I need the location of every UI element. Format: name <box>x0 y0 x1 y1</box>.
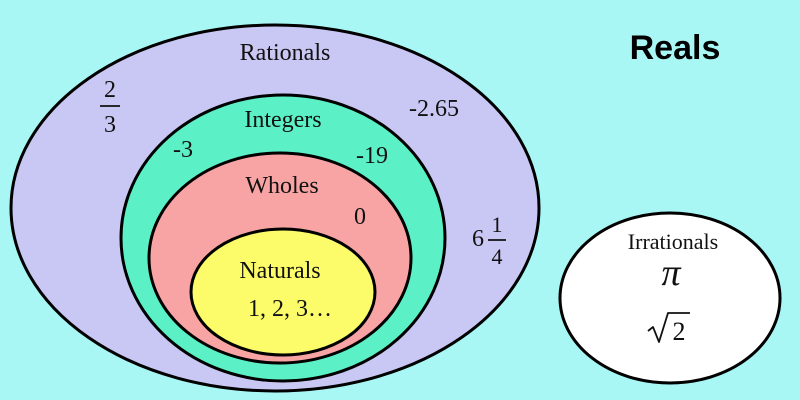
fraction-two-thirds: 2 3 <box>100 77 120 138</box>
mixed-whole: 6 <box>472 226 484 252</box>
radicand: 2 <box>673 317 686 346</box>
mixed-numerator: 1 <box>492 212 503 237</box>
irrationals-label: Irrationals <box>628 229 718 254</box>
mixed-denominator: 4 <box>492 244 503 269</box>
radical-sign <box>647 312 690 343</box>
integers-label: Integers <box>244 107 321 133</box>
wholes-label: Wholes <box>245 173 318 199</box>
whole-zero: 0 <box>354 204 366 230</box>
fraction-numerator: 2 <box>104 77 116 103</box>
rationals-label: Rationals <box>240 40 331 66</box>
naturals-examples: 1, 2, 3… <box>248 296 332 322</box>
naturals-label: Naturals <box>239 258 320 284</box>
pi-symbol: π <box>661 252 681 294</box>
mixed-number-six-and-one-quarter: 6 1 4 <box>472 212 506 269</box>
fraction-denominator: 3 <box>104 112 116 138</box>
square-root-of-two: 2 <box>647 312 690 346</box>
decimal-value: -2.65 <box>409 96 459 122</box>
irrationals-ellipse <box>558 211 782 385</box>
reals-title: Reals <box>630 29 721 67</box>
integer-neg-nineteen: -19 <box>356 143 388 169</box>
naturals-ellipse <box>189 227 377 357</box>
integer-neg-three: -3 <box>173 137 193 163</box>
